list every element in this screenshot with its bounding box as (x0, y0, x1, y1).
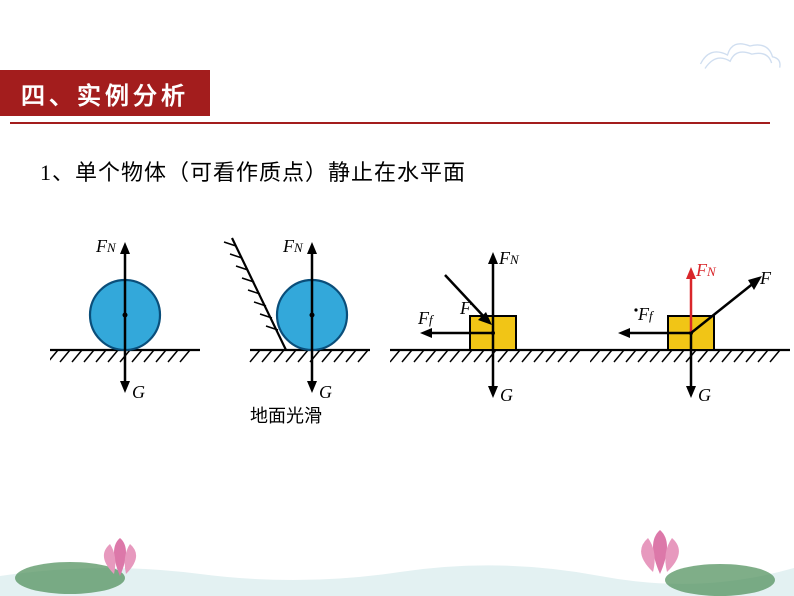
diagram-row: FN G (20, 220, 780, 440)
label-ff: Ff (418, 308, 433, 329)
label-fn: FN (96, 236, 116, 257)
label-fn-f: F (696, 260, 707, 280)
fbd-ball-flat (50, 220, 200, 420)
label-fn: FN (499, 248, 519, 269)
label-ff-sub: f (429, 312, 433, 327)
label-fn: FN (283, 236, 303, 257)
label-fn-sub: N (294, 240, 303, 255)
label-ff-f: F (638, 304, 649, 324)
label-fn-sub: N (107, 240, 116, 255)
label-fn-sub: N (510, 252, 519, 267)
label-g: G (698, 385, 711, 406)
caption-smooth: 地面光滑 (250, 402, 322, 428)
header-rule (10, 122, 770, 124)
label-ff-f: F (418, 308, 429, 328)
panel-box-pullup: FN Ff F G (590, 220, 790, 440)
decor-cloud (696, 30, 786, 80)
label-f: F (460, 298, 471, 319)
section-header: 四、实例分析 (0, 70, 210, 116)
label-fn-f: F (499, 248, 510, 268)
label-fn-red: FN (696, 260, 716, 281)
panel-box-pushdown: FN Ff F G (390, 220, 590, 440)
decor-lotus (0, 506, 794, 596)
subtitle: 1、单个物体（可看作质点）静止在水平面 (40, 155, 466, 187)
label-g: G (319, 382, 332, 403)
label-g: G (132, 382, 145, 403)
label-ff: Ff (638, 304, 653, 325)
panel-ball-flat: FN G (50, 220, 200, 440)
fbd-box-pullup (590, 220, 790, 420)
label-g: G (500, 385, 513, 406)
label-fn-f: F (283, 236, 294, 256)
label-ff-sub: f (649, 308, 653, 323)
panel-ball-wall: FN G 地面光滑 (210, 220, 370, 440)
label-fn-f: F (96, 236, 107, 256)
label-f: F (760, 268, 771, 289)
label-fn-sub: N (707, 264, 716, 279)
section-title: 四、实例分析 (21, 76, 189, 111)
